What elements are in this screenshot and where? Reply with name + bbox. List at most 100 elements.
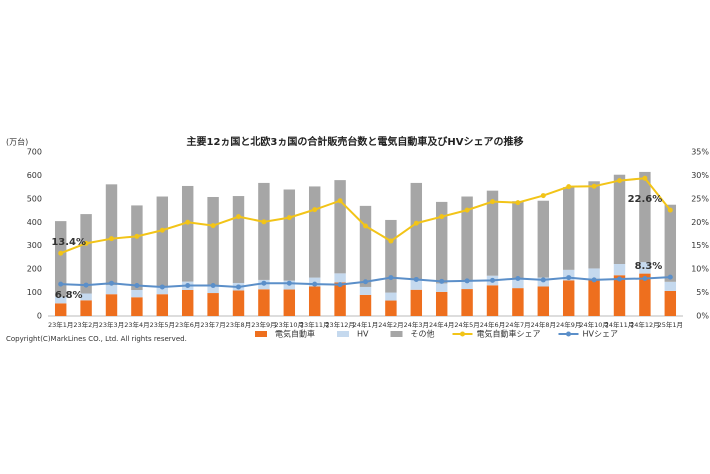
line-marker	[134, 233, 140, 239]
line-marker	[312, 281, 318, 287]
line-marker	[667, 207, 673, 213]
y2-tick-label: 30%	[691, 171, 709, 180]
bar-segment	[664, 281, 677, 291]
line-marker	[490, 199, 495, 205]
bar-segment	[105, 285, 118, 295]
bar-segment	[639, 171, 651, 263]
line-marker	[591, 183, 597, 189]
y2-tick-label: 20%	[691, 218, 709, 227]
y-tick-label: 700	[27, 148, 42, 157]
bar-segment	[258, 289, 270, 316]
legend-swatch	[460, 331, 465, 337]
bar-segment	[359, 205, 372, 287]
line-marker	[159, 227, 165, 233]
line-marker	[540, 277, 546, 283]
value-label: 13.4%	[51, 237, 86, 248]
line-marker	[337, 198, 343, 204]
bar-segment	[283, 289, 296, 316]
legend-swatch	[337, 331, 349, 337]
bar-segment	[461, 280, 473, 290]
bar-segment	[359, 286, 372, 295]
line-marker	[312, 207, 318, 213]
line-marker	[58, 281, 64, 287]
bar-segment	[613, 174, 626, 264]
bar-segment	[54, 303, 67, 316]
bar-segment	[385, 300, 397, 316]
legend-label: HV	[357, 330, 369, 339]
bar-segment	[435, 201, 448, 284]
line-marker	[261, 280, 267, 286]
bar-segment	[410, 182, 423, 280]
bar-segment	[308, 286, 321, 316]
line-marker	[642, 276, 648, 282]
legend-swatch	[390, 331, 403, 337]
bar-segment	[258, 182, 270, 280]
legend-label: その他	[411, 329, 435, 339]
x-tick-label: 24年11月	[605, 320, 635, 329]
bar-segment	[131, 297, 143, 316]
bar-segment	[54, 221, 67, 297]
x-tick-label: 23年2月	[73, 320, 98, 329]
bar-segment	[410, 279, 423, 290]
line-marker	[515, 200, 521, 206]
bar-segment	[588, 268, 600, 279]
legend-label: 電気自動車	[275, 329, 315, 339]
bar-segment	[410, 289, 423, 316]
line-marker	[642, 175, 648, 181]
footnote: Copyright(C)MarkLines CO., Ltd. All righ…	[6, 335, 187, 343]
bar-segment	[664, 290, 677, 316]
y-axis-label: (万台)	[6, 137, 28, 147]
bar-segment	[486, 285, 499, 316]
y-tick-label: 400	[27, 218, 42, 227]
x-tick-label: 23年6月	[175, 320, 200, 329]
line-marker	[464, 278, 470, 284]
y-tick-label: 0	[37, 312, 42, 321]
line-marker	[413, 220, 419, 226]
bar-segment	[156, 196, 169, 287]
line-marker	[490, 277, 495, 283]
line-marker	[134, 283, 140, 289]
x-tick-label: 23年3月	[99, 320, 124, 329]
x-tick-label: 24年2月	[378, 320, 403, 329]
y-tick-label: 100	[27, 288, 42, 297]
bar-segment	[80, 293, 92, 301]
bar-segment	[613, 263, 626, 276]
x-tick-label: 24年1月	[353, 320, 378, 329]
x-tick-label: 23年10月	[275, 320, 305, 329]
value-label: 22.6%	[628, 194, 663, 205]
y2-tick-label: 35%	[691, 148, 709, 157]
line-marker	[566, 184, 572, 190]
bar-segment	[232, 290, 245, 316]
x-tick-label: 23年5月	[150, 320, 175, 329]
line-marker	[439, 214, 445, 220]
line-marker	[286, 280, 292, 286]
legend-swatch	[566, 331, 571, 337]
bar-segment	[435, 283, 448, 292]
bar-segment	[308, 186, 321, 278]
line-marker	[236, 284, 241, 290]
bar-segment	[181, 185, 194, 282]
x-tick-label: 24年9月	[556, 320, 581, 329]
bar-segment	[664, 204, 677, 282]
line-marker	[617, 178, 622, 184]
y2-tick-label: 10%	[691, 265, 709, 274]
line-marker	[464, 207, 470, 213]
bar-segment	[461, 196, 473, 281]
x-tick-label: 23年9月	[251, 320, 276, 329]
line-marker	[617, 276, 622, 282]
x-tick-label: 24年5月	[454, 320, 479, 329]
bar-segment	[385, 292, 397, 301]
y-tick-label: 200	[27, 265, 42, 274]
bar-segment	[613, 275, 626, 316]
line-marker	[515, 276, 521, 282]
chart-title: 主要12ヵ国と北欧3ヵ国の合計販売台数と電気自動車及びHVシェアの推移	[187, 135, 524, 148]
line-marker	[109, 236, 114, 242]
line-marker	[439, 278, 445, 284]
bar-segment	[359, 294, 372, 316]
bar-segment	[80, 214, 92, 294]
legend-swatch	[255, 331, 267, 337]
bar-segment	[105, 184, 118, 286]
bar-segment	[588, 278, 600, 316]
bar-segment	[207, 285, 219, 294]
